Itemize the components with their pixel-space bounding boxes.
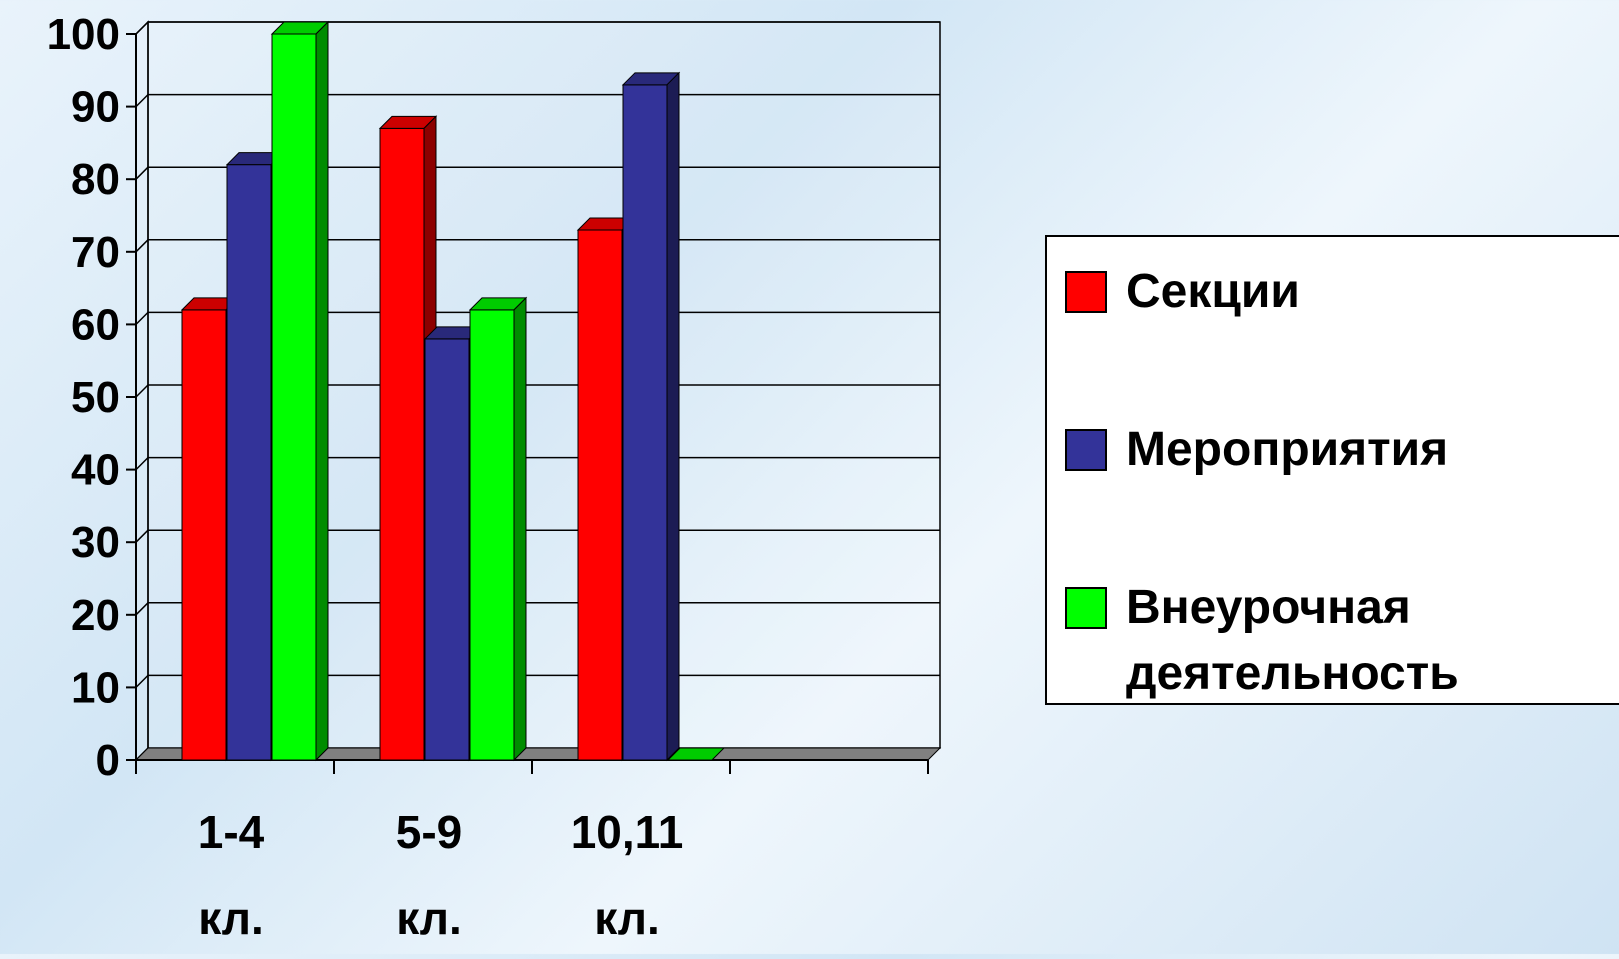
x-category-label: кл. [198, 892, 264, 944]
y-tick-label: 50 [71, 373, 120, 422]
y-tick-label: 60 [71, 300, 120, 349]
bar [271, 33, 317, 761]
x-category-label: 1-4 [198, 806, 265, 858]
bar [622, 84, 668, 761]
bar-side [315, 20, 329, 762]
legend-swatch [1065, 271, 1107, 313]
gridline-side [135, 21, 149, 35]
gridline-side [135, 602, 149, 616]
y-tick-label: 40 [71, 446, 120, 495]
legend-label: Мероприятия [1126, 423, 1448, 476]
y-tick-label: 100 [47, 10, 120, 59]
gridline-side [135, 239, 149, 253]
x-category-label: кл. [396, 892, 462, 944]
x-category-label: 10,11 [571, 806, 684, 858]
y-tick-label: 20 [71, 591, 120, 640]
y-tick-label: 80 [71, 155, 120, 204]
x-category-label: кл. [594, 892, 660, 944]
gridline-side [135, 674, 149, 688]
gridline-side [135, 529, 149, 543]
bar [469, 309, 515, 761]
legend-swatch [1065, 587, 1107, 629]
legend-label: Внеурочная [1126, 581, 1411, 634]
bar [424, 338, 470, 761]
gridline-side [135, 166, 149, 180]
y-tick-label: 70 [71, 228, 120, 277]
bar [577, 229, 623, 761]
gridline-side [135, 311, 149, 325]
legend-swatch [1065, 429, 1107, 471]
gridline-side [135, 384, 149, 398]
y-tick-label: 30 [71, 518, 120, 567]
y-tick-label: 10 [71, 663, 120, 712]
x-category-label: 5-9 [396, 806, 462, 858]
legend-box [1045, 235, 1619, 705]
bar-top [666, 747, 726, 761]
bar-side [666, 71, 680, 762]
gridline-side [135, 94, 149, 108]
bar [181, 309, 227, 761]
bar [226, 164, 272, 761]
y-tick-label: 90 [71, 83, 120, 132]
bar-side [513, 296, 527, 762]
gridline-side [135, 457, 149, 471]
y-tick-label: 0 [96, 736, 120, 785]
legend-label: деятельность [1126, 647, 1459, 700]
bar [379, 127, 425, 761]
legend-label: Секции [1126, 265, 1300, 318]
